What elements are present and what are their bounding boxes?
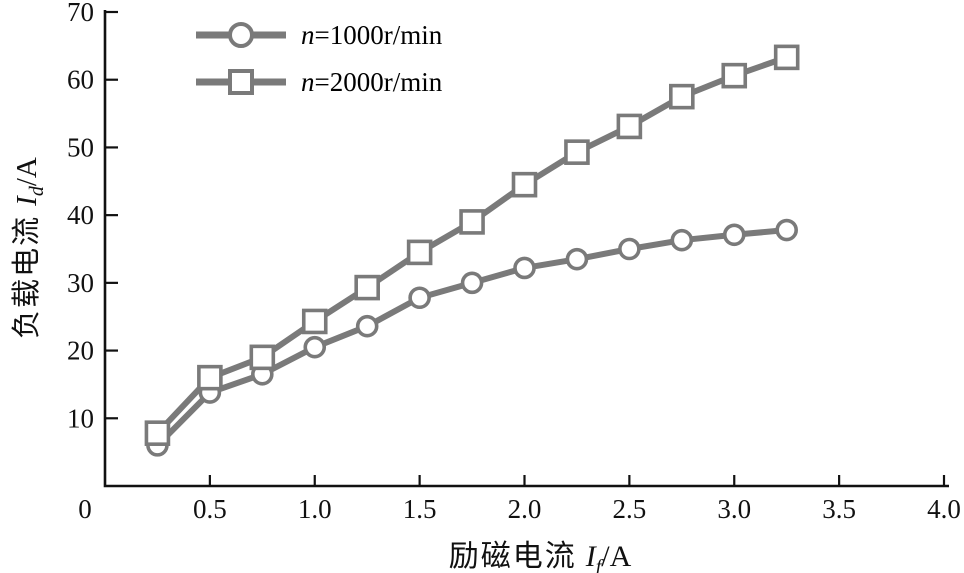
legend-label-n2000: n=2000r/min <box>301 66 443 97</box>
y-tick-label: 20 <box>67 336 94 366</box>
y-axis-label-unit: /A <box>11 157 43 187</box>
x-tick-label: 1.5 <box>403 494 437 524</box>
x-tick-label: 0 <box>78 494 92 524</box>
legend-marker-circle-icon <box>196 22 286 48</box>
data-point-circle-n1000 <box>303 335 327 359</box>
y-tick-label: 30 <box>67 268 94 298</box>
series-line-n1000 <box>154 227 790 449</box>
data-point-circle-n1000 <box>355 314 379 338</box>
data-point-square-n2000 <box>144 420 171 446</box>
data-point-circle-n1000 <box>618 237 641 261</box>
y-axis-label: 负载电流 Id/A <box>3 78 48 418</box>
y-axis-label-subscript: d <box>25 186 48 197</box>
y-tick-label: 60 <box>67 65 94 95</box>
data-point-square-n2000 <box>197 364 223 391</box>
data-point-square-n2000 <box>511 171 538 198</box>
x-axis-label-subscript: f <box>595 556 602 573</box>
data-point-square-n2000 <box>721 62 748 89</box>
legend-label-n1000: n=1000r/min <box>301 19 443 50</box>
data-point-square-n2000 <box>773 44 800 71</box>
axes <box>103 10 949 488</box>
data-point-circle-n1000 <box>513 256 536 280</box>
x-axis-label-unit: /A <box>601 540 632 573</box>
data-point-square-n2000 <box>301 308 328 335</box>
legend-marker-square-icon <box>196 69 286 95</box>
y-axis-label-text: 负载电流 <box>11 214 43 339</box>
x-tick-label: 2.0 <box>508 494 542 524</box>
x-tick-label: 3.0 <box>717 494 751 524</box>
x-axis-label-text: 励磁电流 <box>448 540 577 573</box>
data-point-square-n2000 <box>669 83 695 110</box>
legend-item-n2000: n=2000r/min <box>193 65 442 99</box>
x-tick-label: 0.5 <box>193 494 227 524</box>
x-axis-label-symbol: I <box>585 540 596 573</box>
legend-item-n1000: n=1000r/min <box>193 18 442 52</box>
data-point-square-n2000 <box>406 239 433 266</box>
data-point-circle-n1000 <box>565 247 589 271</box>
data-point-circle-n1000 <box>775 218 798 242</box>
x-tick-label: 1.0 <box>298 494 332 524</box>
x-tick-label: 2.5 <box>613 494 647 524</box>
x-tick-label: 3.5 <box>822 494 856 524</box>
y-tick-label: 10 <box>67 403 94 433</box>
data-point-square-n2000 <box>249 344 276 371</box>
data-point-square-n2000 <box>459 209 485 235</box>
data-point-circle-n1000 <box>460 271 484 295</box>
data-point-square-n2000 <box>354 274 380 301</box>
x-axis-label: 励磁电流 If/A <box>400 531 680 573</box>
y-tick-label: 40 <box>67 200 94 230</box>
data-point-square-n2000 <box>616 113 643 140</box>
legend: n=1000r/min n=2000r/min <box>193 18 442 112</box>
x-tick-label: 4.0 <box>927 494 961 524</box>
data-point-circle-n1000 <box>722 223 746 247</box>
y-tick-label: 70 <box>67 0 94 27</box>
data-point-circle-n1000 <box>670 228 694 252</box>
data-point-circle-n1000 <box>408 286 431 310</box>
y-tick-label: 50 <box>67 132 94 162</box>
data-point-square-n2000 <box>564 139 590 165</box>
y-axis-label-symbol: I <box>11 196 43 206</box>
